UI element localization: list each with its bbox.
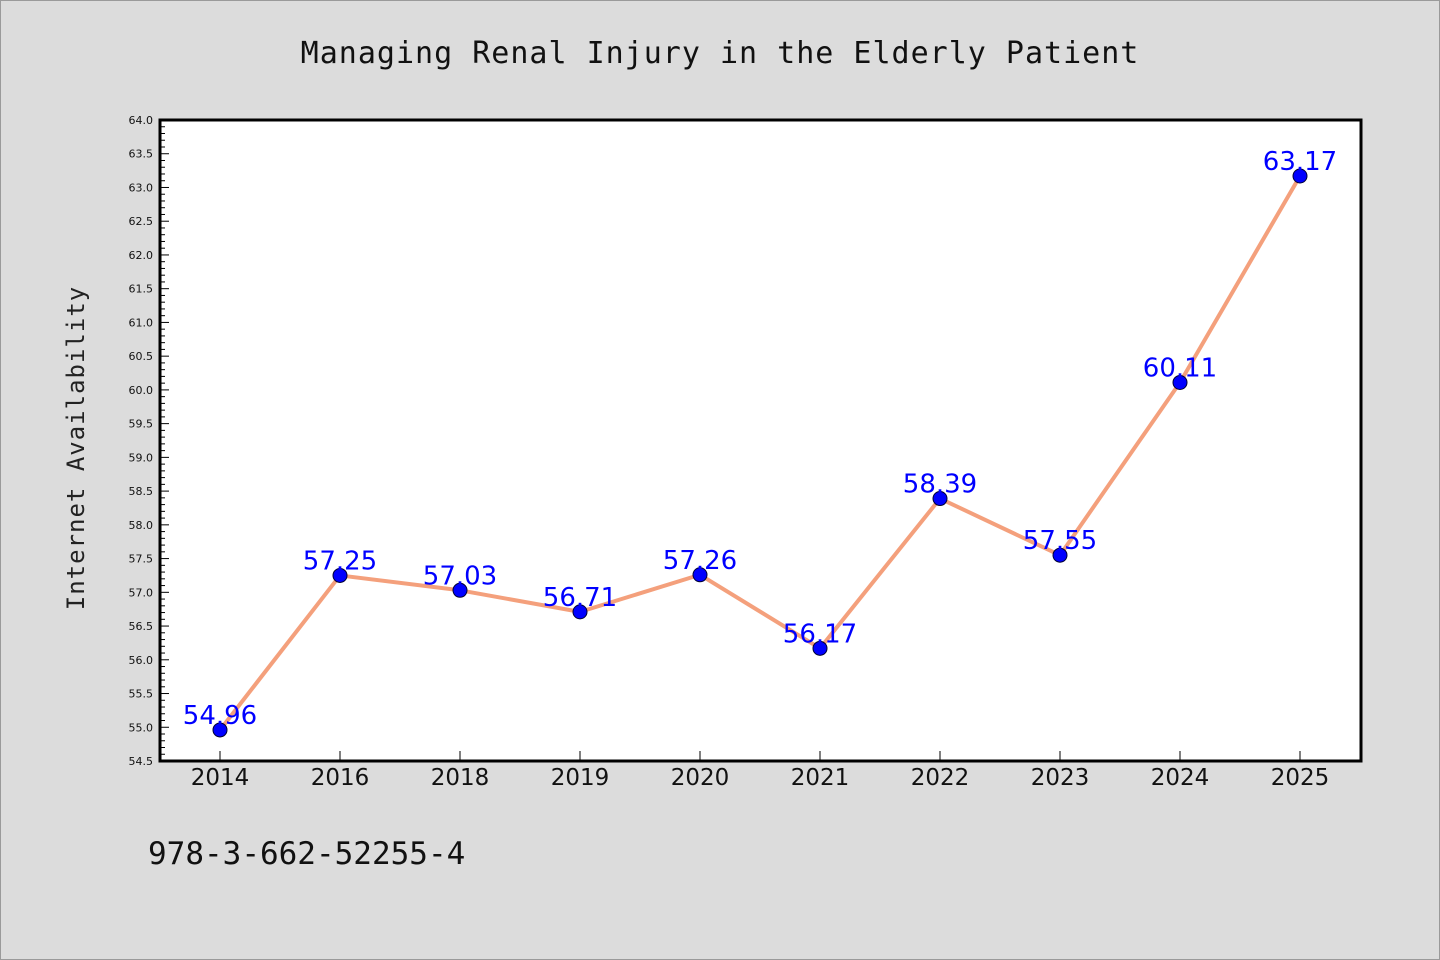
y-tick-label: 61.5 [129,283,154,296]
data-point-marker [812,640,828,656]
y-axis-ticks: 54.5 55.0 55.5 56.0 56.5 57.0 57.5 58.0 58.5 59.0… [129,114,169,768]
y-tick-label: 61.0 [129,316,154,329]
x-tick-label: 2019 [551,765,610,791]
data-point-marker [692,567,708,583]
data-point-label: 56.71 [543,583,617,613]
y-tick-label: 57.5 [129,553,154,566]
data-point-marker [932,491,948,507]
series-line [218,174,1302,732]
x-tick-label: 2025 [1271,765,1330,791]
data-point-marker [452,582,468,598]
y-tick-label: 62.0 [129,249,154,262]
data-point-marker [332,567,348,583]
x-tick-label: 2018 [431,765,490,791]
y-tick-label: 60.5 [129,350,154,363]
data-point-label: 58.39 [903,470,977,500]
x-tick-label: 2022 [911,765,970,791]
data-point-label: 63.17 [1263,147,1337,177]
y-tick-label: 56.5 [129,620,154,633]
x-tick-label: 2021 [791,765,850,791]
data-point-label: 57.26 [663,546,737,576]
data-point-label: 57.55 [1023,526,1097,556]
y-tick-label: 56.0 [129,654,154,667]
x-axis-ticks: 2014 2016 2018 2019 2020 2021 2022 2023 2024 2025 [191,751,1330,791]
series-markers [212,168,1308,738]
y-tick-label: 63.5 [129,148,154,161]
y-tick-label: 58.5 [129,485,154,498]
y-tick-label: 55.5 [129,688,154,701]
x-tick-label: 2020 [671,765,730,791]
y-tick-label: 57.0 [129,586,154,599]
data-point-label: 54.96 [183,701,257,731]
data-point-label: 56.17 [783,619,857,649]
data-labels: 54.96 57.25 57.03 56.71 57.26 56.17 58.39 57.55… [183,147,1337,731]
y-tick-label: 60.0 [129,384,154,397]
data-point-marker [1052,547,1068,563]
x-tick-label: 2024 [1151,765,1210,791]
x-tick-label: 2014 [191,765,250,791]
plot-area [160,120,1361,761]
isbn-text: 978-3-662-52255-4 [148,836,465,872]
data-point-marker [1292,168,1308,184]
y-tick-label: 54.5 [129,755,154,768]
x-tick-label: 2016 [311,765,370,791]
data-point-marker [212,722,228,738]
data-point-marker [572,604,588,620]
data-point-marker [1172,374,1188,390]
x-tick-label: 2023 [1031,765,1090,791]
y-tick-label: 58.0 [129,519,154,532]
y-tick-label: 62.5 [129,215,154,228]
data-point-label: 57.03 [423,561,497,591]
y-tick-label: 64.0 [129,114,154,127]
y-tick-label: 63.0 [129,181,154,194]
y-tick-label: 55.0 [129,721,154,734]
y-tick-label: 59.0 [129,451,154,464]
chart-title: Managing Renal Injury in the Elderly Pat… [301,36,1140,71]
data-point-label: 57.25 [303,546,377,576]
y-tick-label: 59.5 [129,418,154,431]
plot-border [158,118,1363,763]
data-point-label: 60.11 [1143,353,1217,383]
y-axis-label: Internet Availability [62,286,90,610]
